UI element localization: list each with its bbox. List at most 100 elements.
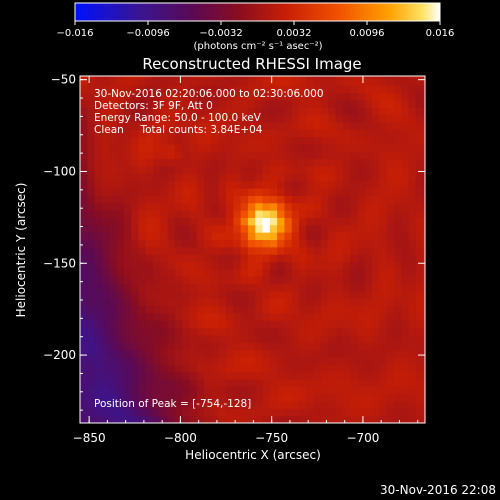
heatmap-cell — [131, 342, 140, 351]
heatmap-cell — [277, 165, 286, 174]
heatmap-cell — [379, 217, 388, 226]
heatmap-cell — [408, 76, 417, 79]
heatmap-cell — [101, 415, 110, 423]
heatmap-cell — [87, 305, 96, 314]
heatmap-cell — [372, 85, 380, 94]
heatmap-cell — [350, 129, 359, 138]
heatmap-cell — [218, 151, 227, 160]
heatmap-cell — [379, 400, 388, 409]
heatmap-cell — [240, 408, 249, 417]
heatmap-cell — [423, 107, 425, 116]
heatmap-cell — [342, 371, 351, 380]
heatmap-cell — [306, 312, 315, 321]
heatmap-cell — [415, 180, 424, 189]
heatmap-cell — [80, 114, 88, 123]
heatmap-cell — [423, 312, 425, 321]
heatmap-cell — [342, 261, 351, 270]
heatmap-cell — [284, 92, 293, 101]
heatmap-cell — [364, 342, 373, 351]
heatmap-cell — [415, 356, 424, 365]
heatmap-cell — [299, 195, 307, 204]
heatmap-cell — [364, 121, 373, 130]
heatmap-cell — [167, 327, 176, 336]
heatmap-cell — [160, 276, 169, 285]
heatmap-cell — [291, 305, 300, 314]
heatmap-cell — [233, 298, 242, 307]
heatmap-cell — [116, 202, 125, 211]
heatmap-cell — [379, 129, 388, 138]
heatmap-cell — [364, 312, 373, 321]
heatmap-cell — [335, 393, 344, 402]
heatmap-cell — [116, 246, 125, 255]
heatmap-cell — [196, 349, 205, 358]
heatmap-cell — [313, 327, 322, 336]
heatmap-cell — [320, 143, 329, 152]
heatmap-cell — [379, 342, 388, 351]
heatmap-cell — [211, 158, 220, 167]
heatmap-cell — [408, 114, 417, 123]
heatmap-cell — [277, 158, 286, 167]
heatmap-cell — [233, 364, 242, 373]
heatmap-cell — [123, 356, 132, 365]
heatmap-cell — [269, 268, 278, 277]
heatmap-cell — [116, 195, 125, 204]
heatmap-cell — [226, 320, 234, 329]
heatmap-cell — [160, 99, 169, 108]
heatmap-cell — [401, 121, 410, 130]
heatmap-cell — [218, 217, 227, 226]
heatmap-cell — [182, 210, 191, 218]
heatmap-cell — [284, 320, 293, 329]
heatmap-cell — [131, 76, 140, 79]
heatmap-cell — [313, 76, 322, 79]
heatmap-cell — [342, 99, 351, 108]
heatmap-cell — [87, 276, 96, 285]
heatmap-cell — [423, 290, 425, 299]
heatmap-cell — [350, 364, 359, 373]
heatmap-cell — [306, 187, 315, 196]
heatmap-cell — [182, 408, 191, 417]
heatmap-cell — [393, 92, 402, 101]
heatmap-cell — [145, 393, 154, 402]
heatmap-cell — [160, 232, 169, 240]
heatmap-cell — [189, 393, 198, 402]
heatmap-cell — [87, 85, 96, 94]
heatmap-cell — [145, 349, 154, 358]
heatmap-cell — [277, 408, 286, 417]
heatmap-cell — [167, 276, 176, 285]
heatmap-cell — [342, 151, 351, 160]
heatmap-cell — [379, 283, 388, 292]
heatmap-cell — [415, 143, 424, 152]
heatmap-cell — [123, 151, 132, 160]
heatmap-cell — [255, 239, 264, 248]
heatmap-cell — [196, 217, 205, 226]
heatmap-cell — [204, 268, 213, 277]
heatmap-cell — [247, 114, 256, 123]
heatmap-cell — [131, 290, 140, 299]
heatmap-cell — [123, 224, 132, 233]
heatmap-cell — [182, 187, 191, 196]
heatmap-cell — [386, 158, 395, 167]
heatmap-cell — [153, 136, 161, 145]
heatmap-cell — [233, 356, 242, 365]
heatmap-cell — [87, 158, 96, 167]
heatmap-cell — [335, 202, 344, 211]
heatmap-cell — [211, 136, 220, 145]
heatmap-cell — [247, 356, 256, 365]
heatmap-cell — [94, 386, 103, 395]
heatmap-cell — [269, 121, 278, 130]
heatmap-cell — [364, 151, 373, 160]
heatmap-cell — [182, 158, 191, 167]
heatmap-cell — [240, 77, 249, 86]
heatmap-cell — [240, 415, 249, 423]
heatmap-cell — [291, 77, 300, 86]
heatmap-cell — [335, 107, 344, 116]
heatmap-cell — [153, 129, 161, 138]
heatmap-cell — [131, 283, 140, 292]
heatmap-cell — [372, 76, 380, 79]
heatmap-cell — [247, 217, 256, 226]
heatmap-cell — [291, 180, 300, 189]
heatmap-cell — [87, 195, 96, 204]
heatmap-cell — [372, 415, 380, 423]
heatmap-cell — [226, 334, 234, 343]
heatmap-cell — [174, 143, 183, 152]
